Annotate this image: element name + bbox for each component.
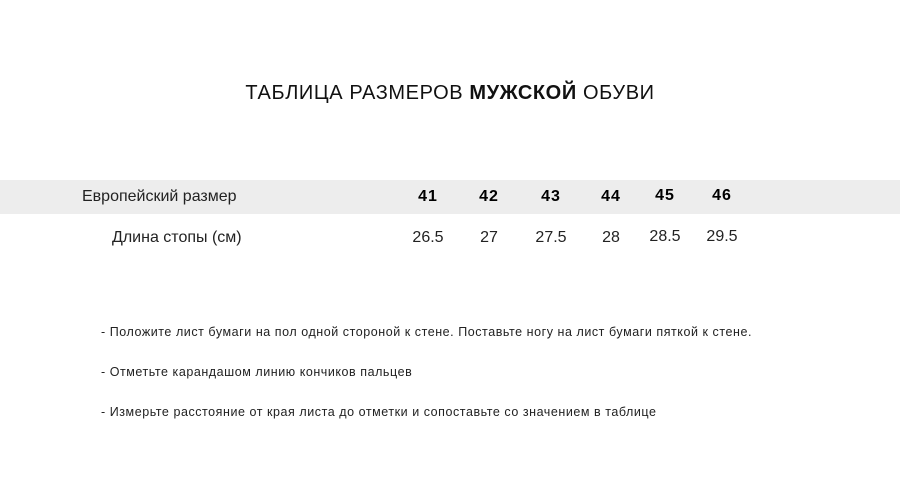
table-cell: 41: [418, 188, 438, 205]
table-cell: 43: [541, 188, 561, 205]
table-cell: 29.5: [706, 228, 738, 245]
table-cell: 44: [601, 188, 621, 205]
table-row-eu-size: Европейский размер 41 42 43 44 45 46: [0, 180, 900, 214]
header-band: [0, 180, 900, 214]
table-row-foot-length: Длина стопы (см) 26.5 27 27.5 28 28.5 29…: [0, 221, 900, 255]
table-cell: 27: [480, 229, 498, 246]
row-label: Европейский размер: [82, 188, 237, 205]
table-cell: 26.5: [412, 229, 444, 246]
table-cell: 46: [712, 187, 732, 204]
table-cell: 27.5: [535, 229, 567, 246]
table-cell: 45: [655, 187, 675, 204]
table-cell: 28: [602, 229, 620, 246]
table-cell: 42: [479, 188, 499, 205]
page-title: ТАБЛИЦА РАЗМЕРОВ МУЖСКОЙ ОБУВИ: [245, 82, 655, 104]
row-label: Длина стопы (см): [112, 229, 242, 246]
table-cell: 28.5: [649, 228, 681, 245]
instruction-item: - Отметьте карандашом линию кончиков пал…: [101, 365, 413, 379]
instruction-item: - Измерьте расстояние от края листа до о…: [101, 405, 657, 419]
instruction-item: - Положите лист бумаги на пол одной стор…: [101, 325, 752, 339]
